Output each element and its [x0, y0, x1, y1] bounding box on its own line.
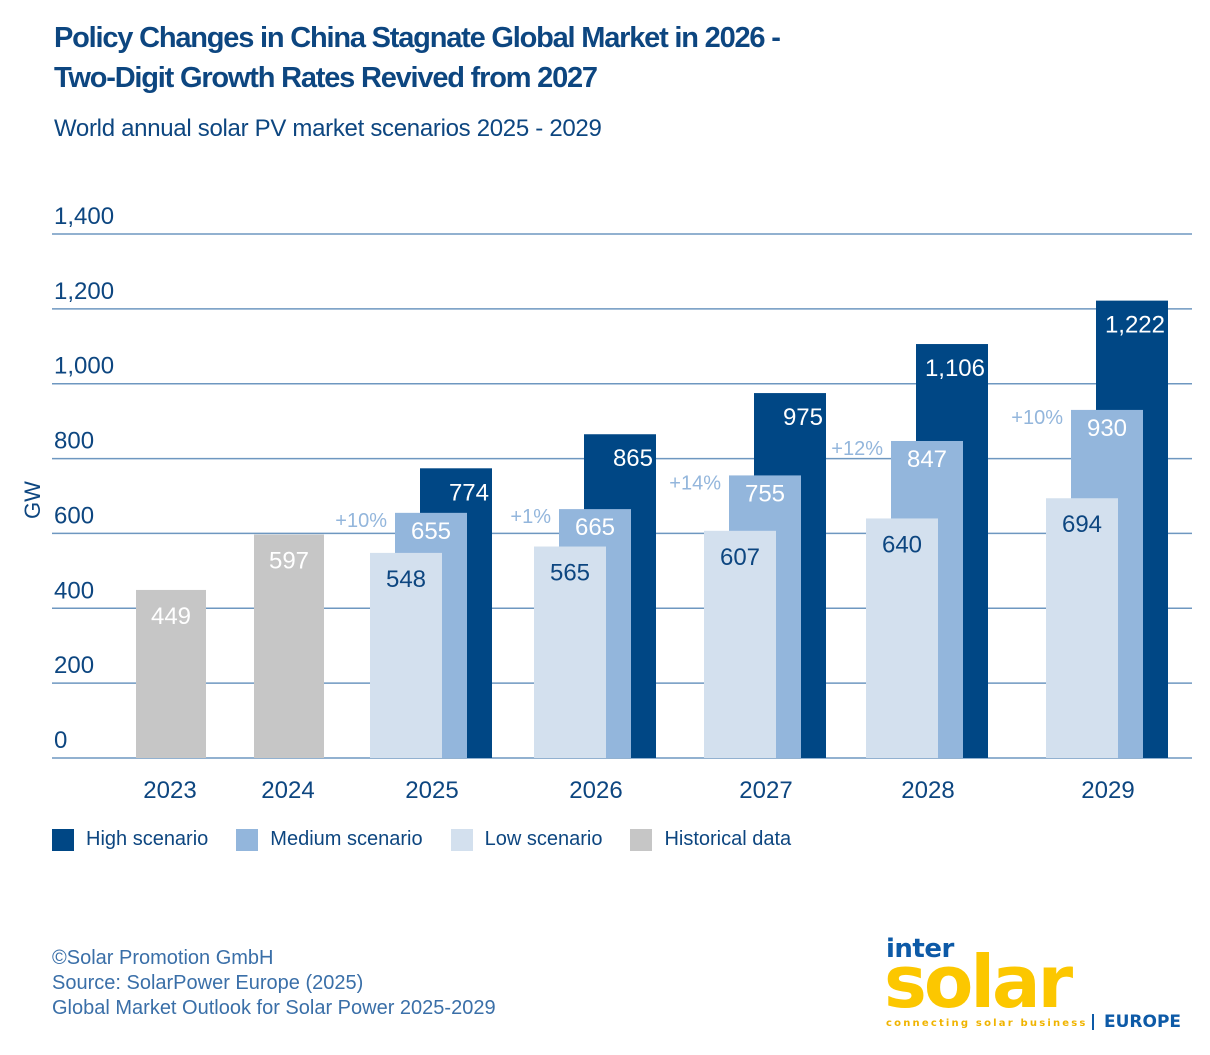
x-tick-label: 2023: [143, 777, 196, 804]
y-tick-label: 1,200: [54, 278, 114, 305]
legend-item-low: Low scenario: [450, 828, 603, 851]
y-tick-label: 400: [54, 577, 94, 604]
bar-historical: [254, 534, 324, 758]
x-tick-label: 2028: [901, 777, 954, 804]
data-label-medium: 930: [1087, 415, 1127, 442]
data-label-low: 640: [882, 531, 922, 558]
data-label-high: 1,222: [1105, 312, 1165, 339]
legend: High scenario Medium scenario Low scenar…: [52, 828, 819, 851]
data-label-high: 774: [449, 479, 489, 506]
source-footer: ©Solar Promotion GmbH Source: SolarPower…: [52, 946, 496, 1021]
data-label-low: 607: [720, 544, 760, 571]
bar-low: [866, 518, 938, 758]
legend-swatch-historical: [630, 828, 653, 851]
growth-rate-annotation: +10%: [335, 510, 387, 532]
legend-item-medium: Medium scenario: [236, 828, 423, 851]
bar-low: [534, 546, 606, 758]
bar-low: [704, 530, 776, 758]
data-label-low: 694: [1062, 511, 1102, 538]
chart-title-line-1: Policy Changes in China Stagnate Global …: [54, 22, 781, 54]
data-label-high: 865: [613, 445, 653, 472]
growth-rate-annotation: +1%: [510, 506, 551, 528]
data-label-high: 1,106: [925, 355, 985, 382]
data-label-medium: 665: [575, 514, 615, 541]
legend-item-high: High scenario: [52, 828, 208, 851]
legend-label: Medium scenario: [270, 828, 423, 850]
data-labels: 449 597 774 655 548 +10% 865 665 565 +1% 975 755 607…: [151, 312, 1165, 630]
x-tick-label: 2025: [405, 777, 458, 804]
legend-swatch-high: [52, 828, 74, 851]
chart-title-line-2: Two-Digit Growth Rates Revived from 2027: [54, 62, 598, 94]
logo-tagline: connecting solar business: [886, 1018, 1088, 1029]
bar-historical: [136, 589, 206, 758]
growth-rate-annotation: +14%: [669, 472, 721, 494]
y-tick-label: 200: [54, 652, 94, 679]
growth-rate-annotation: +12%: [831, 438, 883, 460]
bars: [136, 300, 1168, 758]
data-label-historical: 597: [269, 548, 309, 575]
logo-divider: [1092, 1014, 1094, 1030]
y-tick-label: 0: [54, 727, 67, 754]
bar-low: [1046, 498, 1118, 758]
intersolar-europe-logo: inter solar connecting solar business EU…: [884, 934, 1194, 1034]
data-label-medium: 847: [907, 446, 947, 473]
x-tick-label: 2029: [1081, 777, 1134, 804]
y-axis-tick-labels: 0 200 400 600 800 1,000 1,200 1,400: [54, 203, 114, 754]
data-label-historical: 449: [151, 603, 191, 630]
growth-rate-annotation: +10%: [1011, 407, 1063, 429]
legend-label: Low scenario: [484, 828, 603, 850]
logo-region: EUROPE: [1104, 1012, 1182, 1032]
chart-subtitle: World annual solar PV market scenarios 2…: [54, 115, 602, 142]
legend-item-historical: Historical data: [630, 828, 791, 851]
data-label-low: 548: [386, 566, 426, 593]
source-text: Source: SolarPower Europe (2025): [52, 972, 364, 994]
data-label-medium: 755: [745, 480, 785, 507]
y-axis-label: GW: [20, 481, 45, 519]
copyright-text: ©Solar Promotion GmbH: [52, 947, 274, 969]
data-label-high: 975: [783, 404, 823, 431]
y-tick-label: 1,000: [54, 353, 114, 380]
chart-title: Policy Changes in China Stagnate Global …: [54, 18, 781, 98]
logo-solar-text: solar: [884, 940, 1073, 1024]
legend-label: Historical data: [664, 828, 792, 850]
x-tick-label: 2026: [569, 777, 622, 804]
y-tick-label: 600: [54, 502, 94, 529]
y-tick-label: 1,400: [54, 203, 114, 230]
y-tick-label: 800: [54, 428, 94, 455]
x-tick-label: 2027: [739, 777, 792, 804]
bar-low: [370, 552, 442, 758]
x-tick-label: 2024: [261, 777, 314, 804]
data-label-low: 565: [550, 560, 590, 587]
publication-text: Global Market Outlook for Solar Power 20…: [52, 997, 496, 1019]
data-label-medium: 655: [411, 518, 451, 545]
legend-swatch-low: [450, 828, 473, 851]
x-axis-tick-labels: 2023 2024 2025 2026 2027 2028 2029: [143, 777, 1134, 804]
bar-chart: 0 200 400 600 800 1,000 1,200 1,400 449 597 774 65…: [20, 203, 1192, 804]
legend-swatch-medium: [236, 828, 259, 851]
legend-label: High scenario: [86, 828, 209, 850]
logo-inter-text: inter: [886, 934, 954, 964]
